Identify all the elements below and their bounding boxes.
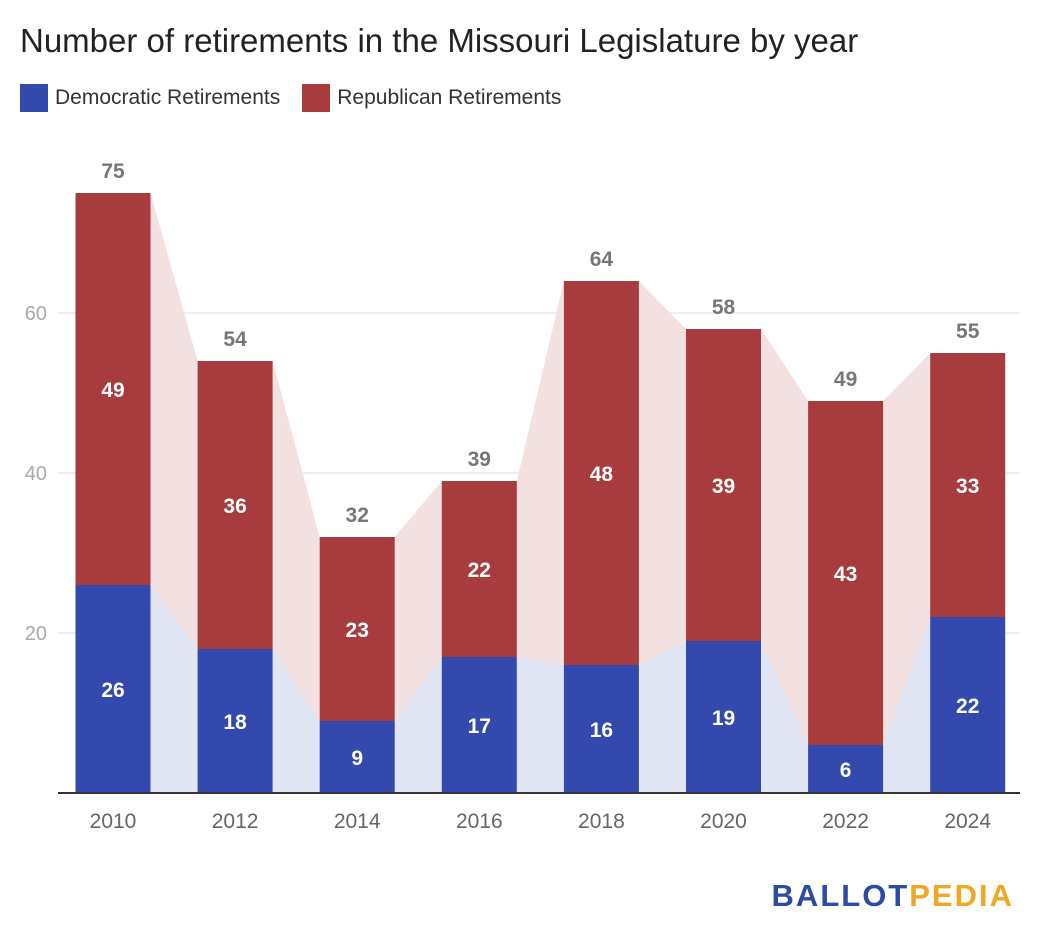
data-label-total: 32	[346, 504, 369, 527]
x-tick-label: 2022	[822, 810, 869, 833]
ballotpedia-logo: BALLOTPEDIA	[772, 878, 1014, 914]
bar-republican	[441, 481, 517, 657]
x-tick-label: 2012	[212, 810, 259, 833]
bar-democratic	[197, 649, 273, 793]
legend-swatch-republican	[302, 84, 331, 112]
bar-democratic	[319, 721, 395, 793]
data-label-republican: 36	[223, 495, 246, 518]
bar-democratic	[441, 657, 517, 793]
bar-republican	[930, 353, 1006, 617]
bar-democratic	[563, 665, 639, 793]
data-label-republican: 22	[468, 559, 491, 582]
bar-republican	[319, 537, 395, 721]
data-label-total: 54	[223, 328, 247, 351]
y-tick-label: 40	[25, 463, 47, 485]
data-label-total: 39	[468, 448, 491, 471]
bar-democratic	[75, 585, 151, 793]
data-label-democratic: 17	[468, 715, 491, 738]
x-tick-label: 2020	[700, 810, 747, 833]
brand-text-pedia: PEDIA	[909, 878, 1014, 913]
data-label-democratic: 19	[712, 707, 735, 730]
data-label-democratic: 6	[840, 759, 852, 782]
data-label-republican: 43	[834, 563, 857, 586]
chart-title: Number of retirements in the Missouri Le…	[20, 22, 859, 59]
x-tick-label: 2024	[944, 810, 991, 833]
bar-democratic	[686, 641, 761, 793]
y-tick-label: 20	[25, 623, 47, 645]
republican-band-area	[75, 193, 1006, 745]
x-tick-label: 2018	[578, 810, 625, 833]
data-label-democratic: 16	[590, 719, 613, 742]
brand-text-ballot: BALLOT	[771, 878, 910, 913]
data-label-republican: 33	[956, 475, 979, 498]
bar-republican	[686, 329, 761, 641]
bar-republican	[197, 361, 273, 649]
bar-republican	[75, 193, 151, 585]
data-label-total: 49	[834, 368, 857, 391]
data-label-democratic: 22	[956, 695, 979, 718]
legend-swatch-democratic	[20, 84, 48, 112]
y-tick-label: 60	[25, 303, 47, 325]
stacked-bar-chart: 20 40 60 26 49 75 2010 18 36 54 2012 9 23 32 2014 17 22 3…	[25, 160, 1020, 833]
legend: Democratic Retirements Republican Retire…	[20, 84, 583, 112]
data-label-republican: 48	[590, 463, 614, 486]
bar-democratic	[930, 617, 1006, 793]
legend-label-republican: Republican Retirements	[337, 86, 562, 109]
data-label-total: 58	[712, 296, 736, 319]
data-label-total: 75	[101, 160, 125, 183]
bar-republican	[808, 401, 884, 745]
x-tick-label: 2010	[90, 810, 137, 833]
legend-label-democratic: Democratic Retirements	[55, 86, 281, 109]
bar-democratic	[808, 745, 884, 793]
data-label-total: 55	[956, 320, 980, 343]
data-label-democratic: 18	[223, 711, 247, 734]
bar-republican	[563, 281, 639, 665]
x-tick-label: 2014	[334, 810, 381, 833]
data-label-republican: 39	[712, 475, 735, 498]
data-label-democratic: 26	[101, 679, 124, 702]
data-label-republican: 23	[346, 619, 369, 642]
data-label-republican: 49	[101, 379, 124, 402]
data-label-total: 64	[590, 248, 614, 271]
legend-item-democratic: Democratic Retirements	[20, 84, 280, 112]
democratic-band-area	[75, 585, 1006, 793]
legend-item-republican: Republican Retirements	[302, 84, 561, 112]
data-label-democratic: 9	[351, 747, 363, 770]
x-tick-label: 2016	[456, 810, 503, 833]
